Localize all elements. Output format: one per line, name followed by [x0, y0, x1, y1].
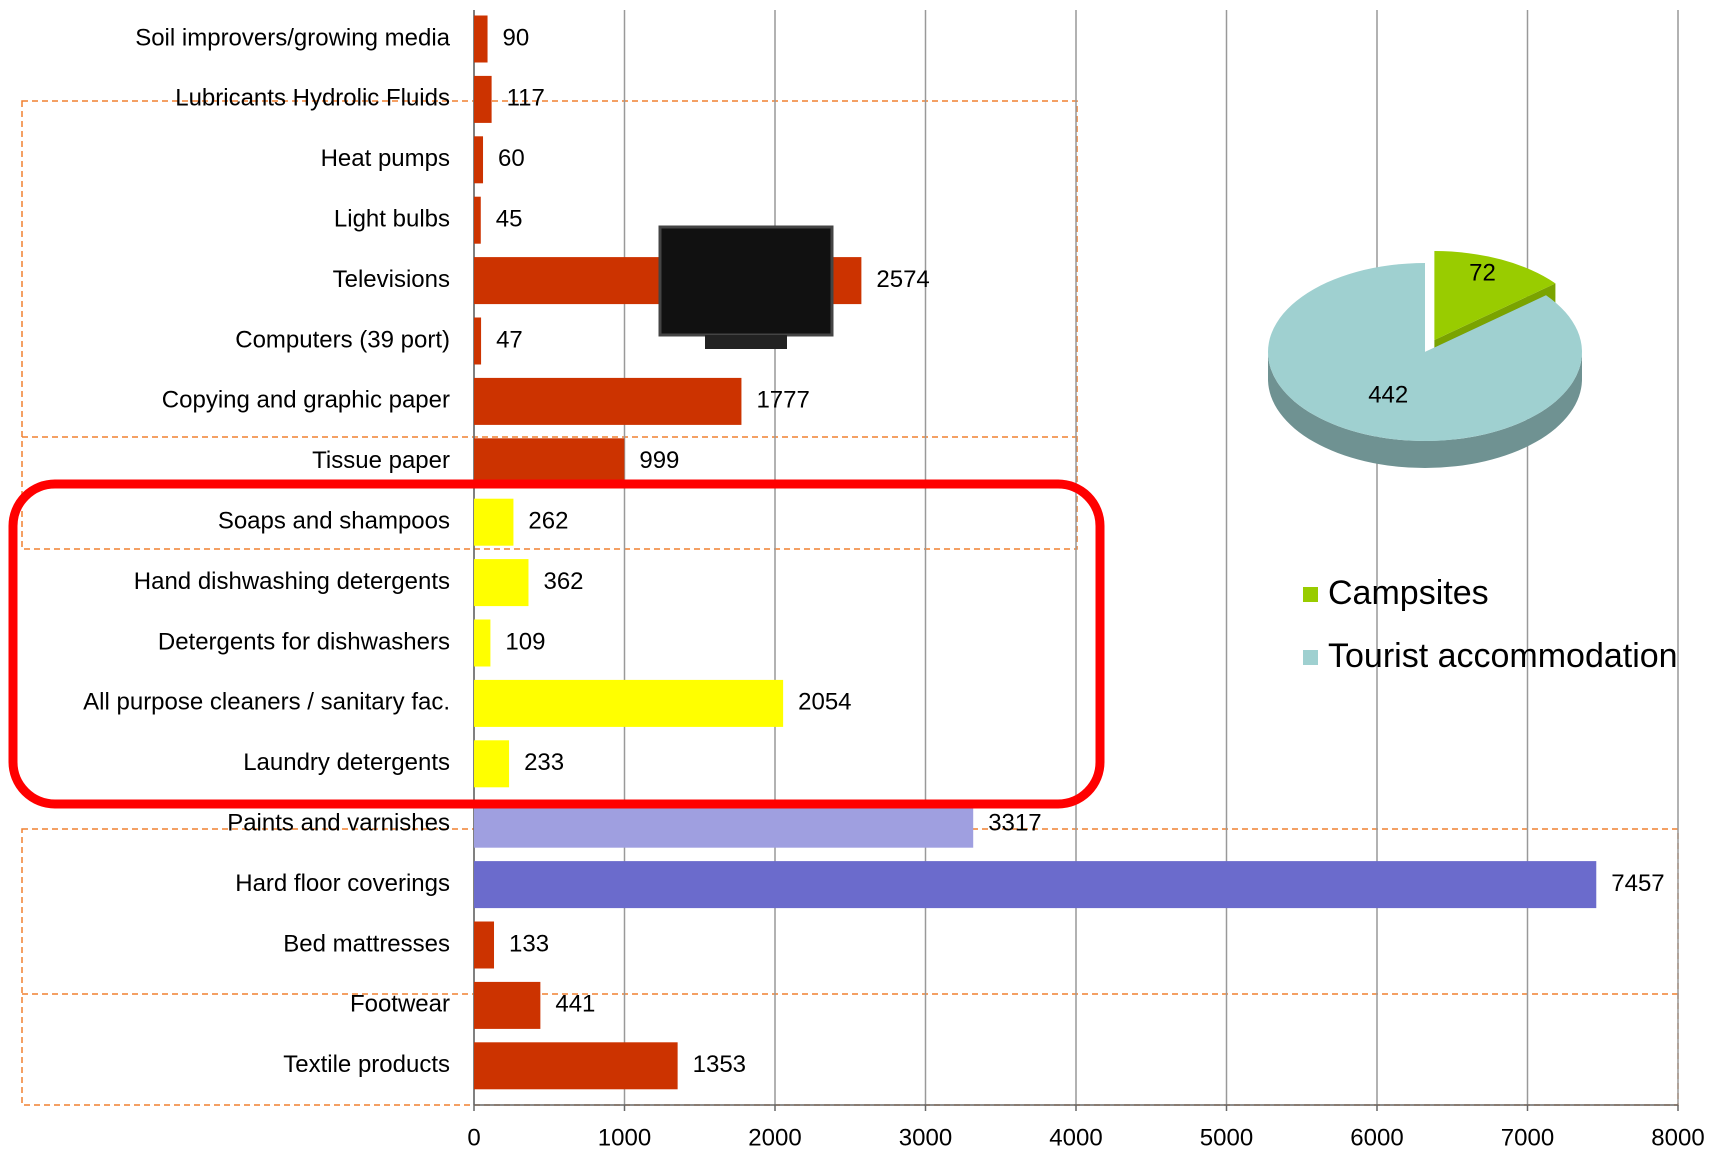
value-label: 362: [543, 568, 583, 595]
y-tick-label: Lubricants Hydrolic Fluids: [175, 85, 450, 112]
tv-stand: [705, 335, 787, 349]
legend-label: Tourist accommodation: [1328, 637, 1678, 675]
bar: [474, 679, 784, 727]
tv-icon: [658, 225, 834, 337]
y-tick-label: Bed mattresses: [283, 930, 450, 957]
value-label: 233: [524, 749, 564, 776]
y-tick-label: Laundry detergents: [243, 749, 450, 776]
y-tick-label: Detergents for dishwashers: [158, 628, 450, 655]
bar: [474, 377, 742, 425]
group-box: [21, 100, 1078, 550]
value-label: 2574: [876, 266, 929, 293]
y-tick-label: Hard floor coverings: [235, 870, 450, 897]
value-label: 109: [505, 628, 545, 655]
value-label: 441: [555, 991, 595, 1018]
pie-slice: [1434, 251, 1556, 341]
x-tick-label: 1000: [598, 1124, 651, 1151]
decoration: [8, 225, 1105, 809]
bar: [474, 1042, 678, 1090]
bar: [474, 740, 510, 788]
x-tick-label: 3000: [899, 1124, 952, 1151]
value-label: 133: [509, 930, 549, 957]
bar: [474, 196, 481, 244]
plot: 0 1000 2000 3000 4000 5000 6000 7000 8000 Soil im…: [83, 10, 1705, 1151]
bar: [474, 921, 495, 969]
bar: [474, 75, 492, 123]
x-tick-label: 5000: [1200, 1124, 1253, 1151]
y-tick-label: Light bulbs: [334, 206, 450, 233]
bar: [474, 498, 514, 546]
data-label: 72: [1469, 259, 1496, 286]
x-tick-label: 8000: [1651, 1124, 1704, 1151]
y-tick-label: Footwear: [350, 991, 450, 1018]
legend-label: Campsites: [1328, 574, 1489, 612]
value-label: 117: [507, 85, 545, 112]
legend-swatch: [1303, 587, 1318, 602]
data-label: 442: [1368, 382, 1408, 409]
y-tick-label: Hand dishwashing detergents: [134, 568, 450, 595]
x-tick-label: 2000: [748, 1124, 801, 1151]
y-tick-label: Soaps and shampoos: [218, 508, 450, 535]
x-tick-label: 4000: [1049, 1124, 1102, 1151]
bar: [474, 136, 484, 184]
pie: 72 442 Campsites Tourist accommodation: [1268, 251, 1678, 675]
bar: [474, 559, 529, 607]
bar: [474, 800, 974, 848]
value-label: 45: [496, 206, 523, 233]
x-tick-label: 6000: [1350, 1124, 1403, 1151]
value-label: 60: [498, 145, 525, 172]
pie-side: [1268, 352, 1582, 468]
value-label: 1777: [756, 387, 809, 414]
y-tick-label: Televisions: [333, 266, 450, 293]
y-tick-label: Computers (39 port): [235, 326, 450, 353]
value-label: 47: [496, 326, 523, 353]
highlight-box: [8, 479, 1105, 809]
y-tick-label: Heat pumps: [321, 145, 450, 172]
value-label: 262: [528, 508, 568, 535]
y-tick-label: Soil improvers/growing media: [135, 24, 450, 51]
legend-swatch: [1303, 650, 1318, 665]
value-label: 7457: [1611, 870, 1664, 897]
value-label: 1353: [693, 1051, 746, 1078]
value-label: 2054: [798, 689, 851, 716]
x-tick-label: 7000: [1501, 1124, 1554, 1151]
bar: [474, 861, 1597, 909]
value-label: 3317: [988, 810, 1041, 837]
bar: [474, 15, 488, 63]
bar: [474, 438, 625, 486]
y-tick-label: Paints and varnishes: [227, 810, 450, 837]
value-label: 999: [639, 447, 679, 474]
bar: [474, 981, 541, 1029]
y-tick-label: Copying and graphic paper: [162, 387, 450, 414]
y-tick-label: All purpose cleaners / sanitary fac.: [83, 689, 450, 716]
bar: [474, 619, 491, 667]
pie-slice: [1268, 263, 1582, 441]
x-tick-label: 0: [467, 1124, 480, 1151]
y-tick-label: Tissue paper: [312, 447, 450, 474]
bar: [474, 317, 482, 365]
value-label: 90: [503, 24, 530, 51]
y-tick-label: Textile products: [283, 1051, 450, 1078]
